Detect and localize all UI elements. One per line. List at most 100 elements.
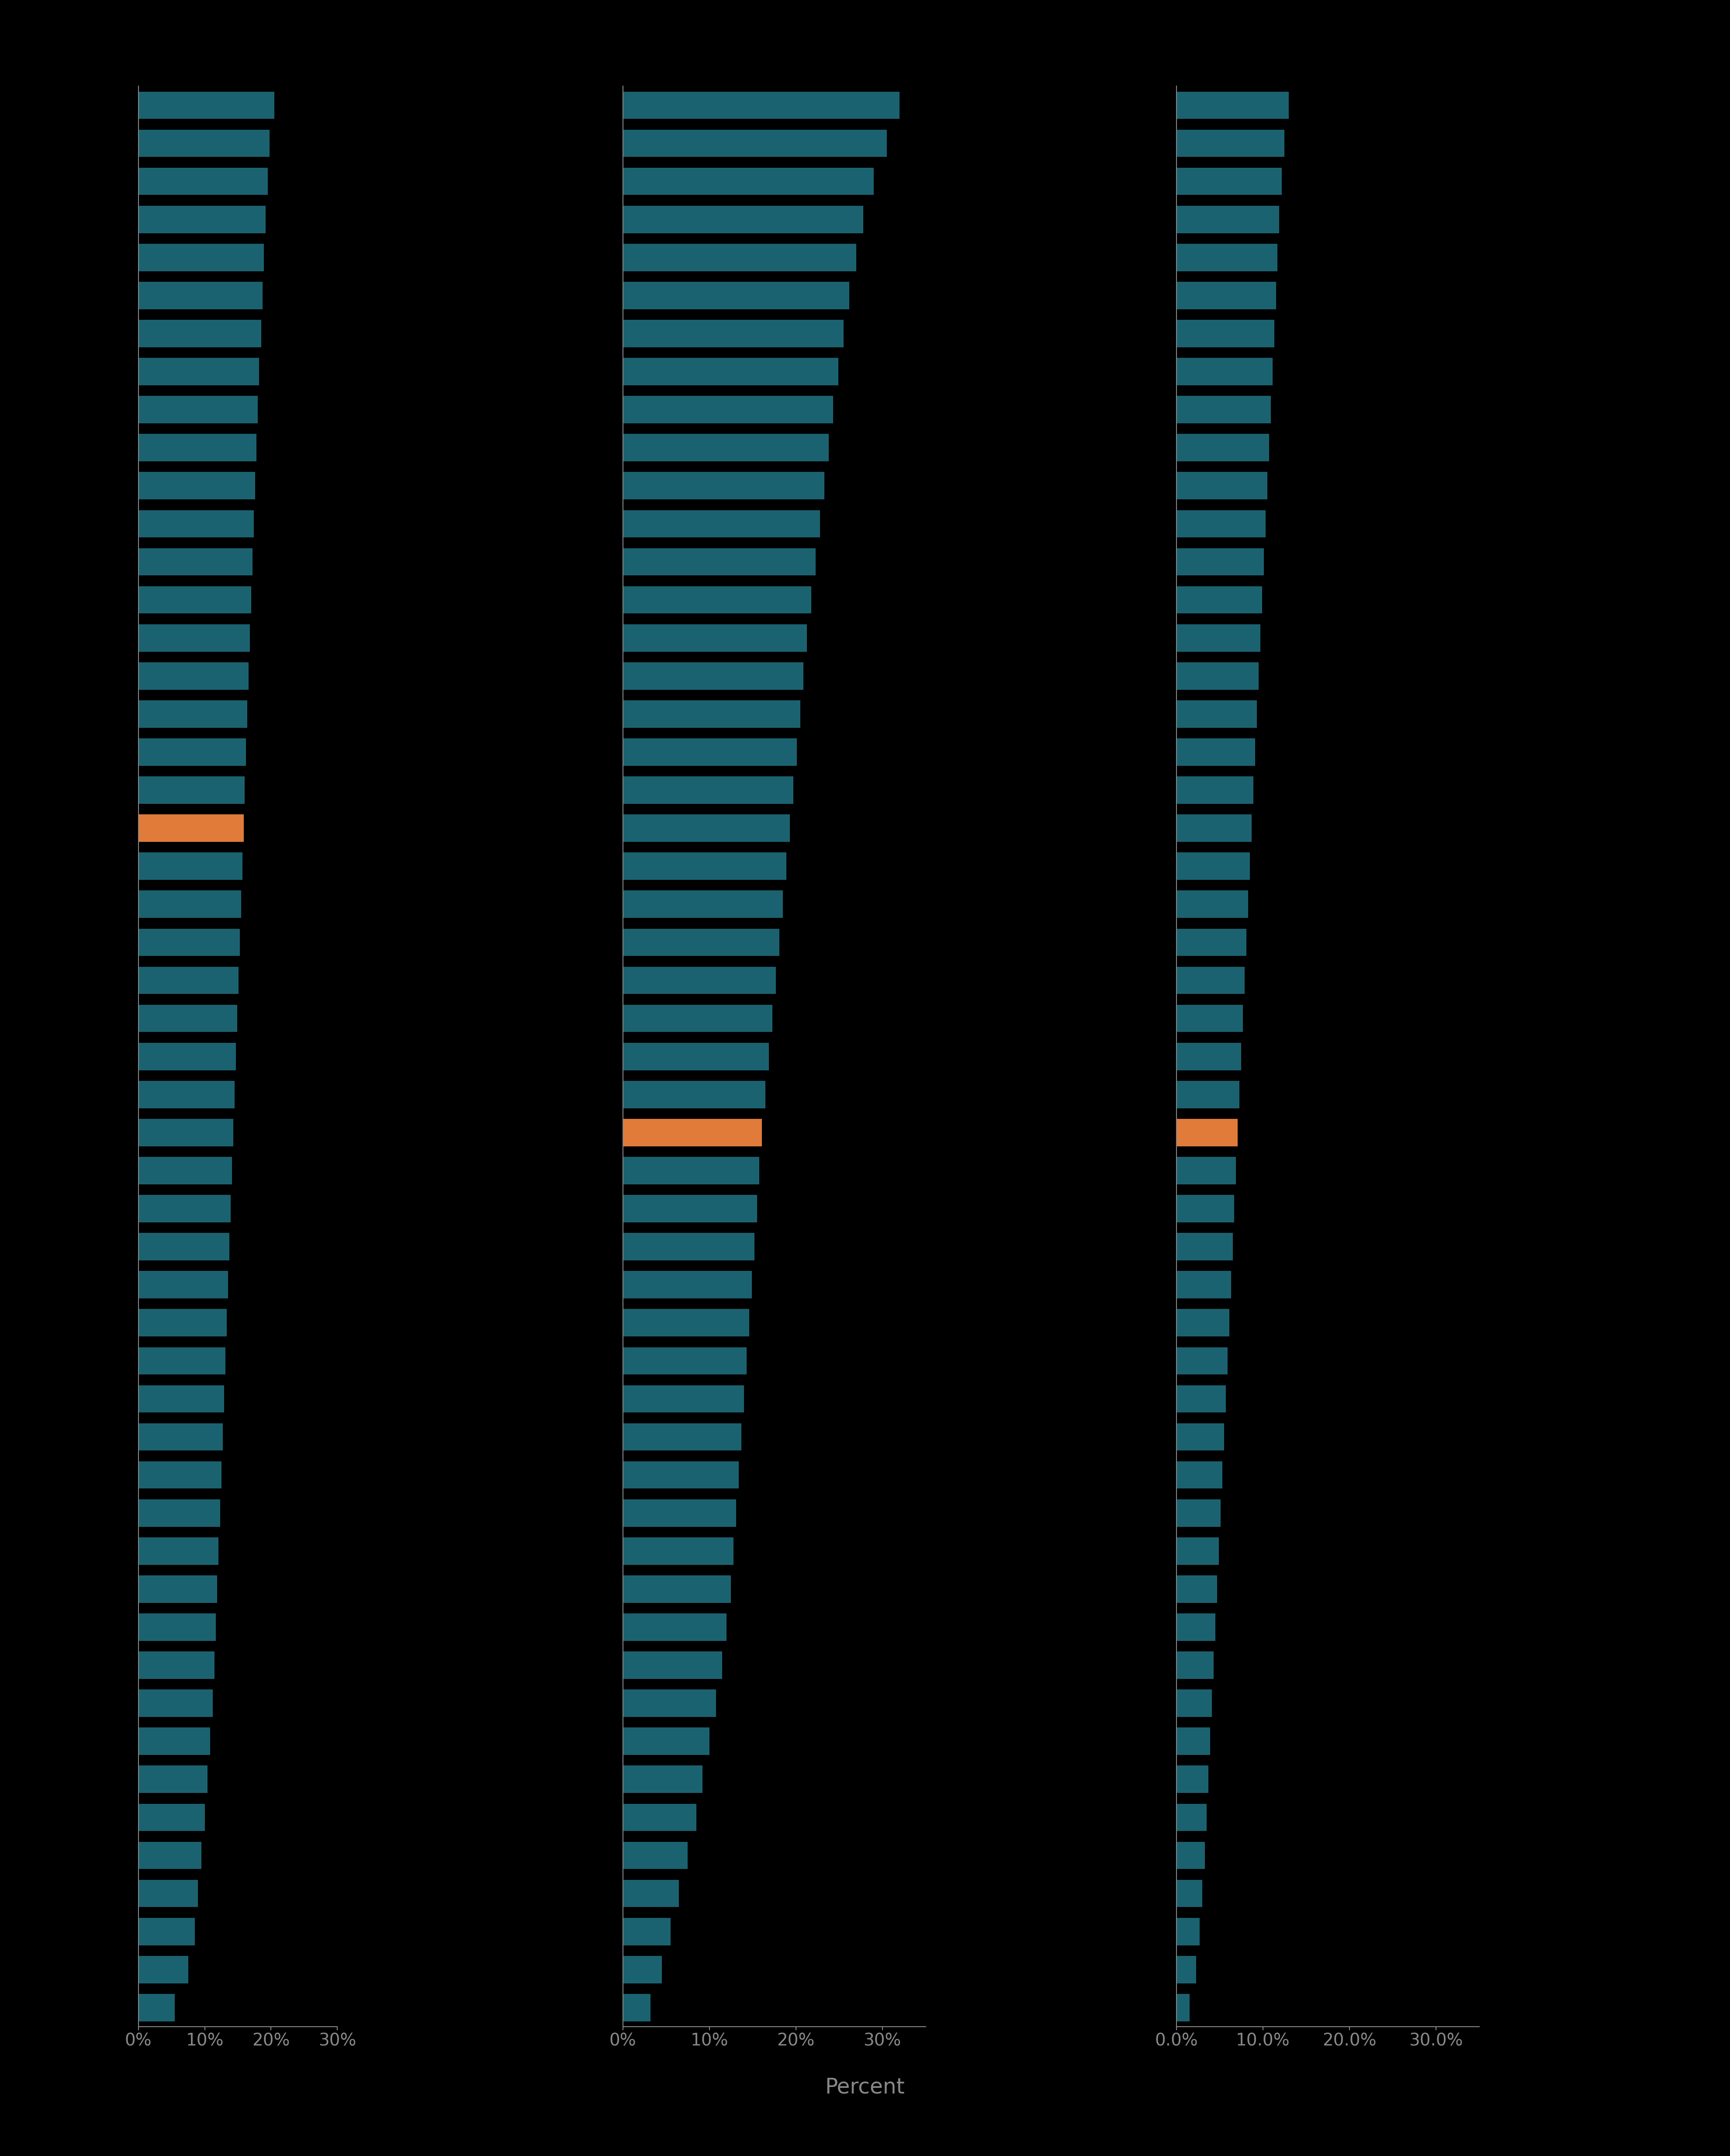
Bar xyxy=(138,1384,223,1412)
Bar xyxy=(138,1158,232,1184)
Bar xyxy=(1176,1272,1232,1298)
Bar xyxy=(1176,397,1270,423)
Bar xyxy=(138,1194,230,1222)
Bar xyxy=(1176,548,1263,576)
Bar xyxy=(1176,433,1268,461)
Bar xyxy=(1176,129,1284,157)
Bar xyxy=(1176,1576,1218,1602)
Bar xyxy=(1176,625,1259,651)
Bar xyxy=(623,1309,749,1337)
Bar xyxy=(138,433,256,461)
Bar xyxy=(138,625,249,651)
Bar xyxy=(623,1955,661,1984)
Bar xyxy=(138,701,247,729)
Bar xyxy=(138,1766,208,1794)
Bar xyxy=(138,129,270,157)
Bar xyxy=(138,929,240,955)
Bar xyxy=(1176,1537,1218,1565)
Bar xyxy=(1176,472,1266,500)
Bar xyxy=(623,319,844,347)
Bar xyxy=(138,1423,223,1451)
Bar xyxy=(623,1119,761,1147)
Bar xyxy=(1176,1498,1221,1526)
Bar xyxy=(1176,282,1277,308)
Bar xyxy=(623,1462,739,1488)
Bar xyxy=(138,1576,218,1602)
Bar xyxy=(138,168,268,194)
Bar xyxy=(623,433,829,461)
Bar xyxy=(1176,737,1256,765)
Bar xyxy=(1176,358,1272,386)
Bar xyxy=(1176,1841,1206,1869)
Bar xyxy=(623,91,900,119)
Bar xyxy=(138,1537,218,1565)
Bar xyxy=(1176,168,1282,194)
Bar xyxy=(138,1309,227,1337)
Bar xyxy=(1176,966,1246,994)
Bar xyxy=(1176,776,1253,804)
Bar xyxy=(138,1233,230,1261)
Bar xyxy=(623,1537,734,1565)
Bar xyxy=(1176,1613,1214,1641)
Bar xyxy=(138,815,244,841)
Bar xyxy=(138,397,258,423)
Bar xyxy=(623,966,775,994)
Bar xyxy=(138,1727,209,1755)
Bar xyxy=(138,1498,220,1526)
Bar xyxy=(138,1919,195,1945)
Bar xyxy=(1176,1651,1214,1680)
Bar xyxy=(138,319,261,347)
Bar xyxy=(623,244,856,272)
Bar xyxy=(1176,1233,1232,1261)
Bar xyxy=(623,1233,754,1261)
Bar xyxy=(623,129,886,157)
Bar xyxy=(138,662,249,690)
Bar xyxy=(1176,1880,1202,1908)
Bar xyxy=(623,511,820,537)
Bar xyxy=(1176,1727,1211,1755)
Bar xyxy=(623,397,834,423)
Bar xyxy=(138,737,246,765)
Bar xyxy=(1176,319,1273,347)
Bar xyxy=(1176,1423,1225,1451)
Bar xyxy=(1176,1194,1235,1222)
Bar xyxy=(1176,1766,1208,1794)
Bar xyxy=(623,737,796,765)
Bar xyxy=(138,472,254,500)
Bar xyxy=(623,890,782,918)
Bar xyxy=(138,1690,213,1716)
Bar xyxy=(138,1044,235,1069)
Bar xyxy=(138,1994,175,2022)
Bar xyxy=(623,1158,759,1184)
Bar xyxy=(138,91,275,119)
Bar xyxy=(623,1841,687,1869)
Bar xyxy=(138,1005,237,1033)
Bar xyxy=(623,1690,716,1716)
Bar xyxy=(1176,1309,1228,1337)
Bar xyxy=(138,852,242,880)
Bar xyxy=(138,548,253,576)
Bar xyxy=(623,852,785,880)
Bar xyxy=(138,1805,204,1830)
Bar xyxy=(1176,662,1259,690)
Bar xyxy=(138,1955,189,1984)
Bar xyxy=(1176,852,1249,880)
Bar xyxy=(138,1651,215,1680)
Bar xyxy=(1176,1384,1227,1412)
Bar xyxy=(623,1384,744,1412)
Bar xyxy=(1176,1690,1211,1716)
Bar xyxy=(623,1194,758,1222)
Bar xyxy=(623,472,825,500)
Bar xyxy=(1176,1158,1235,1184)
Bar xyxy=(623,1766,702,1794)
Bar xyxy=(623,1348,747,1376)
Bar xyxy=(138,244,263,272)
Bar xyxy=(623,1994,650,2022)
Bar xyxy=(1176,511,1266,537)
Bar xyxy=(1176,1119,1239,1147)
Bar xyxy=(1176,890,1247,918)
Bar xyxy=(623,1080,765,1108)
Bar xyxy=(623,815,789,841)
Bar xyxy=(623,1805,695,1830)
Bar xyxy=(623,205,863,233)
